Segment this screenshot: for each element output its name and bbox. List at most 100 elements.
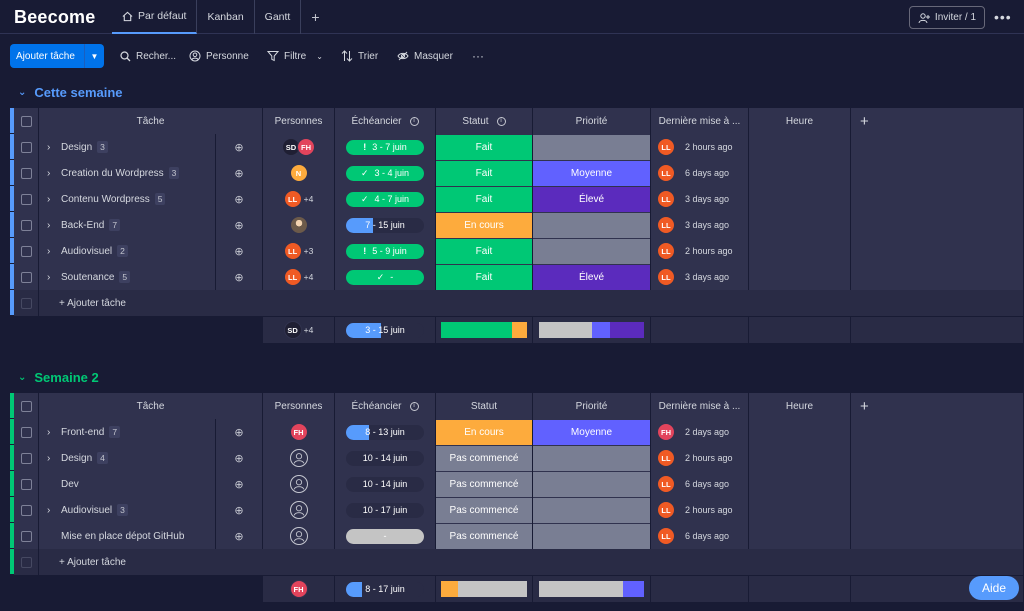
header-last-updated[interactable]: Dernière mise à ... [651,108,749,134]
hour-cell[interactable] [749,523,851,549]
task-cell[interactable]: › Back-End 7 [39,212,216,238]
hour-cell[interactable] [749,445,851,471]
task-name[interactable]: Design [61,452,93,464]
people-cell[interactable] [263,497,335,523]
add-task-cell[interactable]: + Ajouter tâche [39,290,1024,316]
status-cell[interactable]: Pas commencé [436,497,533,523]
people-cell[interactable] [263,212,335,238]
status-label[interactable]: Fait [436,238,532,264]
table-row[interactable]: › Contenu Wordpress 5 ⊕ LL +4 ✓ 4 - 7 juin Fait É… [10,186,1024,212]
timeline-pill[interactable]: ! 3 - 7 juin [346,139,424,155]
add-update-icon[interactable]: ⊕ [234,141,244,154]
status-label[interactable]: Fait [436,264,532,290]
timeline-pill[interactable]: - [346,528,424,544]
chevron-right-icon[interactable]: › [47,426,51,438]
subitem-count[interactable]: 3 [168,167,180,179]
row-checkbox[interactable] [20,245,32,257]
status-label[interactable]: En cours [436,419,532,445]
invite-button[interactable]: Inviter / 1 [909,6,985,29]
status-label[interactable]: Fait [436,186,532,212]
timeline-cell[interactable]: ✓ 4 - 7 juin [335,186,436,212]
status-label[interactable]: En cours [436,212,532,238]
select-all-checkbox[interactable] [20,400,32,412]
add-update-icon[interactable]: ⊕ [234,530,244,543]
header-add-column[interactable]: + [851,108,1024,134]
row-checkbox[interactable] [20,219,32,231]
info-icon[interactable]: i [409,401,419,411]
toolbar-more-icon[interactable]: ··· [472,49,484,63]
row-select-cell[interactable] [14,186,39,212]
chevron-right-icon[interactable]: › [47,504,51,516]
status-cell[interactable]: Fait [436,160,533,186]
status-label[interactable]: Fait [436,160,532,186]
add-view-button[interactable]: + [311,9,320,25]
table-row[interactable]: › Audiovisuel 3 ⊕ 10 - 17 juin Pas commencé LL… [10,497,1024,523]
hide-button[interactable]: Masquer [397,44,453,68]
table-row[interactable]: › Design 4 ⊕ 10 - 14 juin Pas commencé LL 2 hou… [10,445,1024,471]
status-cell[interactable]: Fait [436,264,533,290]
header-hour[interactable]: Heure [749,393,851,419]
task-name[interactable]: Back-End [61,219,105,231]
hour-cell[interactable] [749,186,851,212]
priority-cell[interactable]: Élevé [533,186,651,212]
priority-cell[interactable] [533,134,651,160]
status-cell[interactable]: Pas commencé [436,471,533,497]
updates-cell[interactable]: ⊕ [216,134,263,160]
chevron-right-icon[interactable]: › [47,141,51,153]
task-cell[interactable]: › Design 3 [39,134,216,160]
add-task-cell[interactable]: + Ajouter tâche [39,549,1024,575]
hour-cell[interactable] [749,238,851,264]
updates-cell[interactable]: ⊕ [216,212,263,238]
board-more-icon[interactable]: ••• [994,9,1012,25]
row-checkbox[interactable] [20,530,32,542]
priority-label[interactable] [533,471,650,497]
group-title[interactable]: ⌄ Semaine 2 [18,370,99,385]
people-cell[interactable] [263,445,335,471]
timeline-pill[interactable]: 3 - 15 juin [346,322,424,338]
chevron-down-icon[interactable]: ⌄ [18,372,27,383]
timeline-pill[interactable]: 7 - 15 juin [346,217,424,233]
search-button[interactable]: Recher... [120,44,176,68]
sort-button[interactable]: Trier [341,44,378,68]
status-label[interactable]: Pas commencé [436,523,532,549]
updates-cell[interactable]: ⊕ [216,264,263,290]
subitem-count[interactable]: 5 [119,271,131,283]
header-task[interactable]: Tâche [39,393,263,419]
table-row[interactable]: Dev ⊕ 10 - 14 juin Pas commencé LL 6 days ago [10,471,1024,497]
status-label[interactable]: Fait [436,134,532,160]
people-cell[interactable]: LL +3 [263,238,335,264]
updates-cell[interactable]: ⊕ [216,497,263,523]
priority-cell[interactable] [533,212,651,238]
row-select-cell[interactable] [14,134,39,160]
people-cell[interactable]: FH [263,419,335,445]
row-checkbox[interactable] [20,167,32,179]
add-update-icon[interactable]: ⊕ [234,426,244,439]
task-name[interactable]: Creation du Wordpress [61,167,164,179]
row-checkbox[interactable] [20,271,32,283]
task-cell[interactable]: › Creation du Wordpress 3 [39,160,216,186]
info-icon[interactable]: i [496,116,506,126]
priority-label[interactable] [533,212,650,238]
chevron-down-icon[interactable]: ⌄ [18,87,27,98]
hour-cell[interactable] [749,134,851,160]
row-select-cell[interactable] [14,238,39,264]
updates-cell[interactable]: ⊕ [216,445,263,471]
table-row[interactable]: › Front-end 7 ⊕ FH 8 - 13 juin En cours Moyenne… [10,419,1024,445]
timeline-pill[interactable]: ! 5 - 9 juin [346,243,424,259]
priority-cell[interactable] [533,238,651,264]
priority-label[interactable]: Moyenne [533,160,650,186]
priority-label[interactable]: Élevé [533,186,650,212]
row-select-cell[interactable] [14,497,39,523]
row-select-cell[interactable] [14,264,39,290]
header-last-updated[interactable]: Dernière mise à ... [651,393,749,419]
status-label[interactable]: Pas commencé [436,445,532,471]
people-cell[interactable]: LL +4 [263,186,335,212]
people-cell[interactable]: LL +4 [263,264,335,290]
select-all-checkbox[interactable] [20,115,32,127]
timeline-cell[interactable]: 7 - 15 juin [335,212,436,238]
chevron-right-icon[interactable]: › [47,193,51,205]
priority-label[interactable] [533,238,650,264]
chevron-right-icon[interactable]: › [47,452,51,464]
priority-label[interactable] [533,497,650,523]
status-cell[interactable]: En cours [436,212,533,238]
